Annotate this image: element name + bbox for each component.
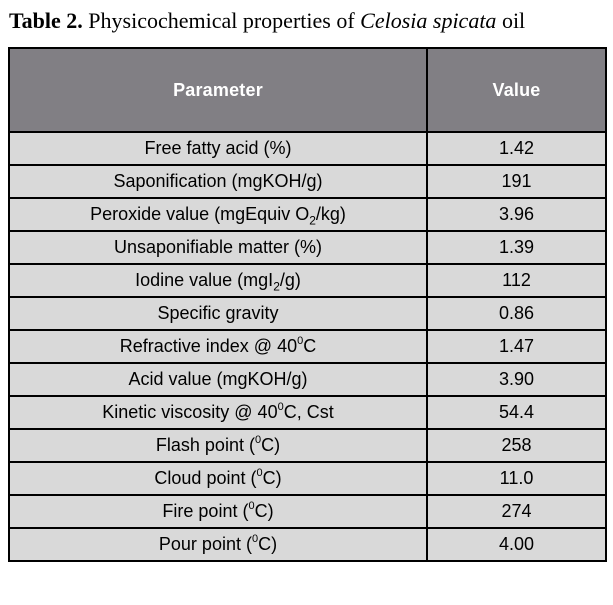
parameter-cell: Cloud point (0C): [8, 461, 428, 496]
table-caption: Table 2. Physicochemical properties of C…: [9, 6, 613, 36]
value-cell: 0.86: [426, 296, 607, 331]
value-cell: 4.00: [426, 527, 607, 562]
value-cell: 3.96: [426, 197, 607, 232]
table-row: Acid value (mgKOH/g) 3.90: [8, 362, 607, 397]
table-row: Kinetic viscosity @ 400C, Cst 54.4: [8, 395, 607, 430]
parameter-cell: Specific gravity: [8, 296, 428, 331]
value-cell: 274: [426, 494, 607, 529]
value-cell: 11.0: [426, 461, 607, 496]
table-row: Pour point (0C) 4.00: [8, 527, 607, 562]
parameter-cell: Flash point (0C): [8, 428, 428, 463]
parameter-cell: Peroxide value (mgEquiv O2/kg): [8, 197, 428, 232]
value-cell: 191: [426, 164, 607, 199]
table-row: Specific gravity 0.86: [8, 296, 607, 331]
table-row: Iodine value (mgI2/g) 112: [8, 263, 607, 298]
parameter-cell: Saponification (mgKOH/g): [8, 164, 428, 199]
table-row: Unsaponifiable matter (%) 1.39: [8, 230, 607, 265]
parameter-cell: Free fatty acid (%): [8, 131, 428, 166]
species-name: Celosia spicata: [360, 8, 497, 33]
value-cell: 1.39: [426, 230, 607, 265]
table-row: Flash point (0C) 258: [8, 428, 607, 463]
table-caption-text: Physicochemical properties of: [82, 8, 361, 33]
column-header-value: Value: [426, 47, 607, 133]
table-row: Cloud point (0C) 11.0: [8, 461, 607, 496]
parameter-cell: Kinetic viscosity @ 400C, Cst: [8, 395, 428, 430]
parameter-cell: Iodine value (mgI2/g): [8, 263, 428, 298]
value-cell: 258: [426, 428, 607, 463]
parameter-cell: Pour point (0C): [8, 527, 428, 562]
parameter-cell: Fire point (0C): [8, 494, 428, 529]
column-header-parameter: Parameter: [8, 47, 428, 133]
table-caption-tail: oil: [496, 8, 526, 33]
value-cell: 1.47: [426, 329, 607, 364]
table-caption-label: Table 2.: [9, 8, 83, 33]
value-cell: 112: [426, 263, 607, 298]
value-cell: 3.90: [426, 362, 607, 397]
parameter-cell: Unsaponifiable matter (%): [8, 230, 428, 265]
table-header-row: Parameter Value: [8, 47, 607, 133]
parameter-cell: Acid value (mgKOH/g): [8, 362, 428, 397]
value-cell: 54.4: [426, 395, 607, 430]
table-row: Refractive index @ 400C 1.47: [8, 329, 607, 364]
parameter-cell: Refractive index @ 400C: [8, 329, 428, 364]
table-row: Free fatty acid (%) 1.42: [8, 131, 607, 166]
properties-table: Parameter Value Free fatty acid (%) 1.42 S…: [8, 47, 607, 562]
table-row: Peroxide value (mgEquiv O2/kg) 3.96: [8, 197, 607, 232]
table-row: Saponification (mgKOH/g) 191: [8, 164, 607, 199]
table-body: Free fatty acid (%) 1.42 Saponification (m…: [8, 131, 607, 562]
table-row: Fire point (0C) 274: [8, 494, 607, 529]
page: Table 2. Physicochemical properties of C…: [0, 6, 613, 562]
value-cell: 1.42: [426, 131, 607, 166]
